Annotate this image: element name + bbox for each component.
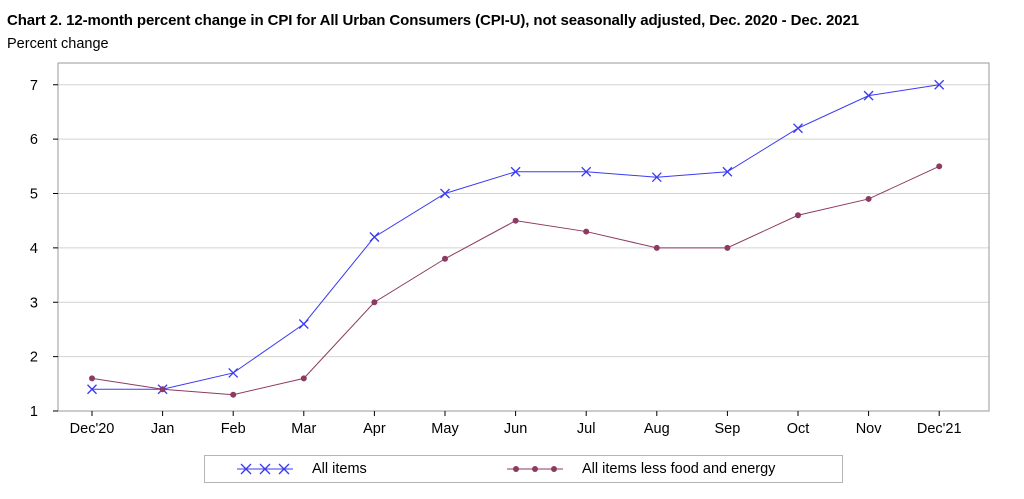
x-tick-label: Dec'21 xyxy=(917,421,962,437)
y-tick-label: 5 xyxy=(30,187,38,203)
x-tick-label: Jun xyxy=(504,421,527,437)
data-point-x-marker xyxy=(934,79,945,90)
data-point-x-marker xyxy=(298,319,309,329)
data-point-x-marker xyxy=(793,123,803,134)
y-tick-label: 2 xyxy=(30,350,38,366)
y-tick-label: 3 xyxy=(30,295,38,311)
data-point-dot-marker xyxy=(936,163,943,170)
series-line-1 xyxy=(91,165,940,396)
legend-label-all-items: All items xyxy=(312,461,367,477)
data-point-x-marker xyxy=(651,172,662,183)
data-point-x-marker xyxy=(228,367,239,378)
data-point-dot-marker xyxy=(795,212,801,219)
x-tick-label: Oct xyxy=(787,421,810,437)
data-point-dot-marker xyxy=(865,195,872,202)
data-point-x-marker xyxy=(87,384,97,395)
data-point-dot-marker xyxy=(159,386,166,393)
x-tick-label: Apr xyxy=(363,421,386,437)
legend-label-core: All items less food and energy xyxy=(582,461,776,477)
data-point-dot-marker xyxy=(724,244,731,251)
y-axis-label: Percent change xyxy=(7,36,109,52)
x-tick-label: Jan xyxy=(151,421,174,437)
data-point-dot-marker xyxy=(442,255,448,262)
data-point-dot-marker xyxy=(230,391,237,398)
legend-item-all-items: All items xyxy=(235,456,367,482)
y-tick-label: 6 xyxy=(30,132,38,148)
y-tick-label: 7 xyxy=(30,78,38,94)
data-point-x-marker xyxy=(863,90,874,101)
data-point-dot-marker xyxy=(512,217,519,224)
plot-frame xyxy=(57,62,990,412)
y-tick-label: 4 xyxy=(30,241,38,257)
y-tick-label: 1 xyxy=(30,404,38,420)
series-layer xyxy=(87,79,945,398)
data-point-x-marker xyxy=(581,166,592,177)
data-point-x-marker xyxy=(722,166,733,177)
data-point-x-marker xyxy=(369,232,380,242)
data-point-dot-marker xyxy=(371,299,378,306)
series-line-0 xyxy=(92,84,940,390)
x-tick-label: May xyxy=(431,421,459,437)
x-tick-label: Aug xyxy=(644,421,670,437)
data-point-dot-marker xyxy=(300,375,307,382)
x-tick-label: Nov xyxy=(856,421,883,437)
legend-swatch-dot-icon xyxy=(507,466,563,472)
data-point-x-marker xyxy=(510,166,521,177)
y-axis: 1 2 3 4 5 6 7 xyxy=(30,78,58,420)
x-tick-label: Jul xyxy=(577,421,596,437)
gridlines xyxy=(58,84,989,358)
data-point-dot-marker xyxy=(583,228,590,235)
legend: All items All items less food and energy xyxy=(204,455,843,483)
data-point-dot-marker xyxy=(89,375,95,382)
data-point-x-marker xyxy=(440,188,450,199)
x-tick-label: Sep xyxy=(714,421,740,437)
x-tick-label: Dec'20 xyxy=(70,421,115,437)
x-tick-label: Mar xyxy=(291,421,316,437)
legend-swatch-x-icon xyxy=(237,463,293,475)
x-axis: Dec'20 Jan Feb Mar Apr May Jun Jul Aug Sep Oct Nov D… xyxy=(70,411,962,437)
data-point-dot-marker xyxy=(653,244,660,251)
legend-item-core: All items less food and energy xyxy=(505,456,775,482)
x-tick-label: Feb xyxy=(221,421,246,437)
chart-title: Chart 2. 12-month percent change in CPI … xyxy=(7,12,859,29)
